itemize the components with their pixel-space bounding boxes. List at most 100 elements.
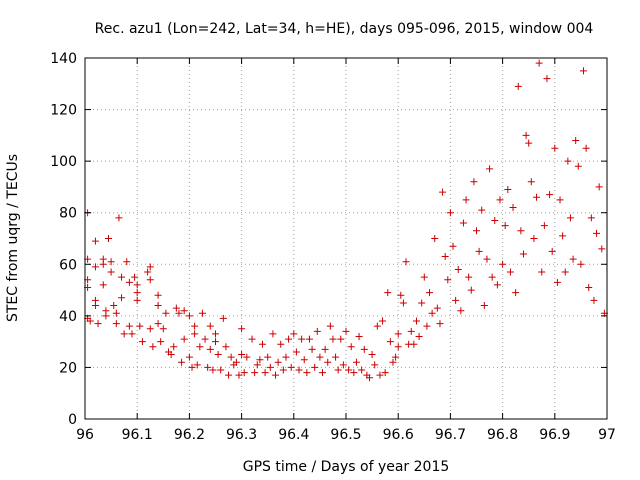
data-point (373, 322, 381, 330)
data-point (133, 281, 141, 289)
data-point (376, 371, 384, 379)
data-point (133, 289, 141, 297)
y-tick-label: 100 (50, 154, 77, 170)
data-point (206, 345, 214, 353)
data-point (154, 291, 162, 299)
data-point (91, 263, 99, 271)
data-point (178, 358, 186, 366)
data-point (478, 206, 486, 214)
data-point (313, 327, 321, 335)
data-point (248, 335, 256, 343)
data-point (493, 281, 501, 289)
data-point (112, 309, 120, 317)
data-point (475, 247, 483, 255)
data-point (407, 327, 415, 335)
data-point (574, 162, 582, 170)
data-point (345, 366, 353, 374)
data-point (371, 361, 379, 369)
data-point (530, 235, 538, 242)
data-point (86, 317, 94, 325)
data-point (431, 235, 439, 242)
data-point (146, 325, 154, 333)
data-point (441, 253, 449, 261)
data-point (436, 320, 444, 328)
data-point (517, 227, 525, 235)
data-point (298, 335, 306, 343)
data-point (131, 273, 139, 281)
data-point (585, 283, 593, 291)
data-point (212, 330, 219, 338)
data-point (282, 353, 290, 361)
data-point (397, 291, 405, 299)
data-point (198, 309, 206, 317)
data-point (112, 320, 120, 328)
y-tick-label: 0 (68, 412, 77, 428)
data-point (491, 216, 499, 224)
data-point (546, 191, 554, 199)
data-point (279, 366, 287, 374)
data-point (486, 165, 494, 173)
data-point (172, 304, 180, 312)
data-point (264, 353, 272, 361)
x-tick-label: 96.8 (487, 427, 518, 443)
data-point (146, 263, 154, 271)
data-point (358, 366, 366, 374)
data-point (217, 366, 225, 374)
data-point (232, 358, 240, 366)
data-point (410, 340, 418, 348)
data-point (334, 366, 342, 374)
data-point (577, 260, 585, 268)
data-point (449, 242, 457, 250)
data-point (551, 144, 559, 152)
data-point (533, 193, 541, 201)
data-point (324, 358, 332, 366)
data-point (527, 178, 535, 186)
data-point (305, 335, 313, 343)
data-point (118, 273, 126, 281)
data-point (240, 369, 248, 377)
data-point (540, 222, 548, 230)
data-point (277, 340, 285, 348)
data-point (99, 260, 107, 268)
data-point (379, 317, 387, 325)
data-point (120, 330, 128, 338)
data-point (300, 356, 308, 364)
data-point (157, 338, 165, 346)
data-point (342, 327, 350, 335)
data-point (303, 369, 311, 377)
x-tick-label: 96.9 (539, 427, 570, 443)
data-point (188, 363, 196, 371)
data-point (538, 268, 546, 276)
data-point (185, 353, 193, 361)
data-point (133, 296, 141, 304)
data-point (118, 294, 126, 302)
data-point (104, 235, 112, 242)
data-point (201, 335, 209, 343)
data-point (559, 232, 567, 240)
data-point (253, 361, 261, 369)
data-point (347, 343, 355, 351)
x-axis-ticks: 96 96.1 96.2 96.3 96.4 96.5 96.6 96.7 96.8 96.9 97 (76, 58, 616, 443)
x-tick-label: 96 (76, 427, 94, 443)
grid-lines (85, 58, 607, 419)
y-axis-ticks: 0 20 40 60 80 100 120 140 (50, 51, 607, 428)
data-point (225, 371, 233, 379)
x-tick-label: 97 (598, 427, 616, 443)
data-point (258, 340, 266, 348)
data-point (504, 186, 512, 194)
data-point (185, 312, 193, 320)
data-point (480, 302, 488, 310)
data-point (337, 335, 345, 343)
data-point (394, 343, 402, 351)
data-point (251, 369, 259, 377)
data-point (321, 345, 329, 353)
y-tick-label: 140 (50, 51, 77, 67)
data-point (452, 296, 460, 304)
data-point (512, 289, 520, 297)
data-point (392, 353, 400, 361)
data-point (125, 278, 133, 286)
data-point (426, 289, 434, 297)
data-point (355, 332, 363, 340)
data-point (381, 369, 389, 377)
data-point (227, 353, 235, 361)
